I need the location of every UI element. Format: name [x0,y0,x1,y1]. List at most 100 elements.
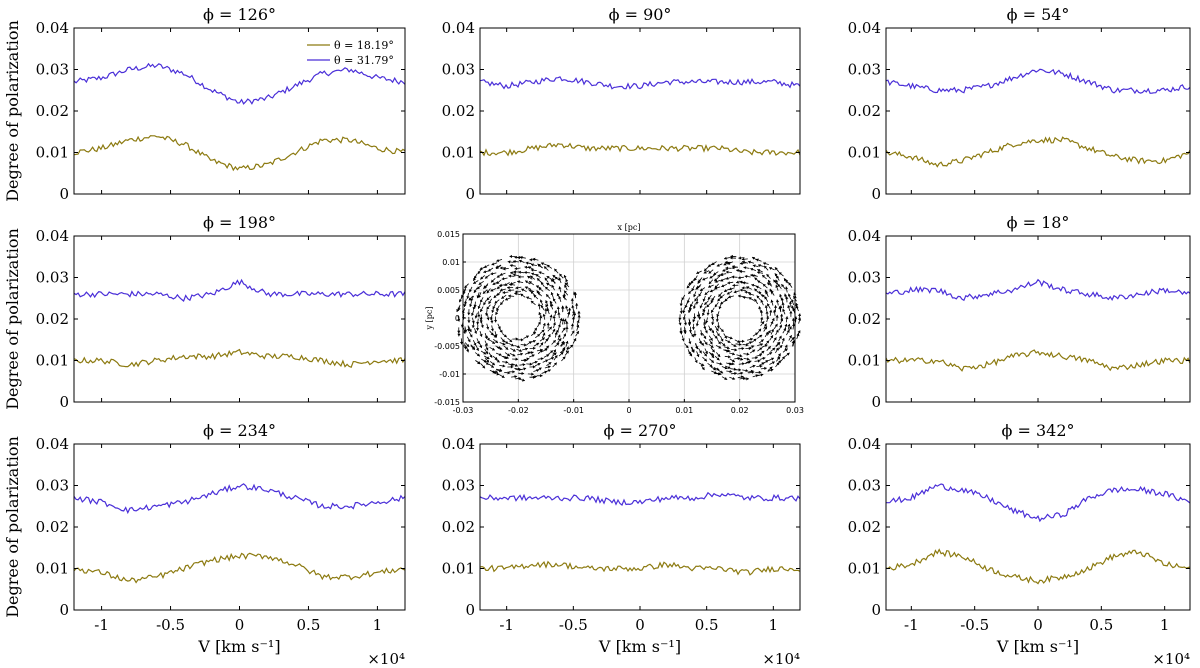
vector-arrow-head [515,357,519,361]
vector-arrow-head [797,313,802,317]
vector-arrow-head [526,296,530,300]
vector-arrow-head [571,330,575,334]
vector-arrow-head [711,262,715,265]
vector-arrow-head [711,330,714,334]
vector-arrow-head [565,305,569,309]
vector-arrow-head [733,367,737,371]
vector-arrow-head [764,265,767,269]
vector-arrow-head [692,306,696,309]
vector-arrow-head [758,328,761,332]
vector-arrow-head [768,280,771,283]
vector-arrow-head [760,339,764,343]
vector-arrow-head [746,352,750,356]
vector-arrow-head [729,336,733,340]
vector-arrow-head [576,324,580,328]
vector-arrow-head [476,286,480,289]
plot-frame [885,443,1191,611]
vector-arrow-head [771,318,775,321]
vector-arrow-head [473,289,477,293]
vector-arrow-head [751,370,755,374]
vector-arrow-head [562,327,566,331]
vector-arrow-head [476,341,480,344]
vector-arrow-head [482,365,485,369]
vector-arrow-head [552,322,556,325]
vector-arrow-head [531,272,535,276]
vector-arrow-head [558,286,562,290]
vector-arrow-head [691,334,694,338]
series-line-theta-31-79 [885,68,1191,95]
vector-arrow-head [776,342,780,345]
x-multiplier: ×10⁴ [367,650,405,668]
vector-arrow-head [563,275,567,278]
vector-arrow-head [501,375,505,378]
vector-arrow-head [695,346,699,349]
vector-arrow-head [785,286,789,290]
vector-arrow-head [767,303,770,307]
vector-arrow-head [678,322,682,326]
panel-title: ϕ = 90° [609,5,672,24]
vector-arrow-head [759,364,763,368]
vector-arrow-head [565,326,569,329]
vector-arrow-head [769,352,773,355]
vector-arrow-head [690,304,693,307]
vector-arrow-head [788,301,792,304]
vector-arrow-head [557,324,561,327]
vector-arrow-head [720,272,723,276]
vector-arrow-head [466,349,470,353]
vector-arrow-head [718,293,722,297]
panel-2: 0 0.01 0.02 0.03 0.04 ϕ = 90° [442,5,801,203]
vector-arrow-head [702,308,706,312]
vector-arrow-head [703,335,707,339]
vector-arrow-head [726,291,730,295]
y-tick-label: -0.01 [439,370,460,379]
panel-7: 0 0.01 0.02 0.03 0.04 -1 -0.5 0 0.5 1 ϕ = 234° Degr… [3,421,406,668]
vector-arrow-head [504,283,508,286]
plot-frame [73,235,406,403]
series-line-theta-31-79 [73,278,406,302]
vector-arrow-head [480,309,483,312]
vector-arrow-head [784,344,788,348]
vector-arrow-head [558,338,562,342]
x-tick-label: -0.03 [453,406,474,415]
vector-arrow-head [552,275,556,278]
vector-arrow-head [698,293,702,297]
vector-arrow-head [486,356,490,360]
vector-arrow-head [491,262,495,266]
vector-arrow-head [704,330,708,334]
vector-arrow-head [780,313,784,317]
plot-frame [885,235,1191,403]
vector-arrow-head [745,369,749,373]
vector-arrow-head [757,359,761,363]
vector-arrow-head [534,360,538,364]
vector-arrow-head [703,322,707,325]
vector-arrow-head [576,331,579,335]
vector-arrow-head [494,319,498,323]
vector-arrow-head [492,282,496,285]
panel-title: ϕ = 198° [203,213,276,232]
vector-arrow-head [732,352,735,356]
vector-arrow-head [746,377,749,381]
vector-arrow-head [729,287,732,291]
vector-arrow-head [773,309,777,313]
vector-arrow-head [472,307,476,310]
vector-arrow-head [467,312,471,316]
vector-arrow-head [698,350,702,354]
vector-arrow-head [507,286,510,290]
vector-arrow-head [750,267,754,271]
vector-arrow-head [562,342,565,346]
vector-arrow-head [547,334,551,337]
vector-arrow-head [702,298,706,302]
vector-arrow-head [531,263,534,267]
vector-arrow-head [490,272,494,276]
vector-arrow-head [752,349,756,353]
vector-arrow-head [711,352,715,356]
series-line-theta-31-79 [479,76,801,90]
vector-arrow-head [509,254,512,259]
vector-arrow-head [503,334,507,338]
vector-arrow-head [542,323,546,326]
vector-arrow-head [789,335,792,339]
vector-arrow-head [542,332,546,336]
vector-arrow-head [525,280,529,284]
vector-arrow-head [754,277,758,281]
vector-arrow-head [500,288,503,292]
